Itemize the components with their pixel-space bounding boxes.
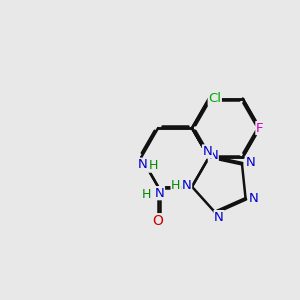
Text: H: H	[148, 159, 158, 172]
Text: N: N	[202, 145, 212, 158]
Text: N: N	[214, 211, 224, 224]
Text: N: N	[245, 156, 255, 170]
Text: N: N	[138, 158, 148, 171]
Text: F: F	[256, 122, 263, 134]
Text: H: H	[171, 179, 181, 192]
Text: N: N	[208, 148, 218, 161]
Text: N: N	[249, 192, 259, 205]
Text: N: N	[155, 187, 164, 200]
Text: Cl: Cl	[208, 92, 221, 105]
Text: O: O	[153, 214, 164, 228]
Text: N: N	[182, 179, 191, 192]
Text: H: H	[142, 188, 152, 200]
